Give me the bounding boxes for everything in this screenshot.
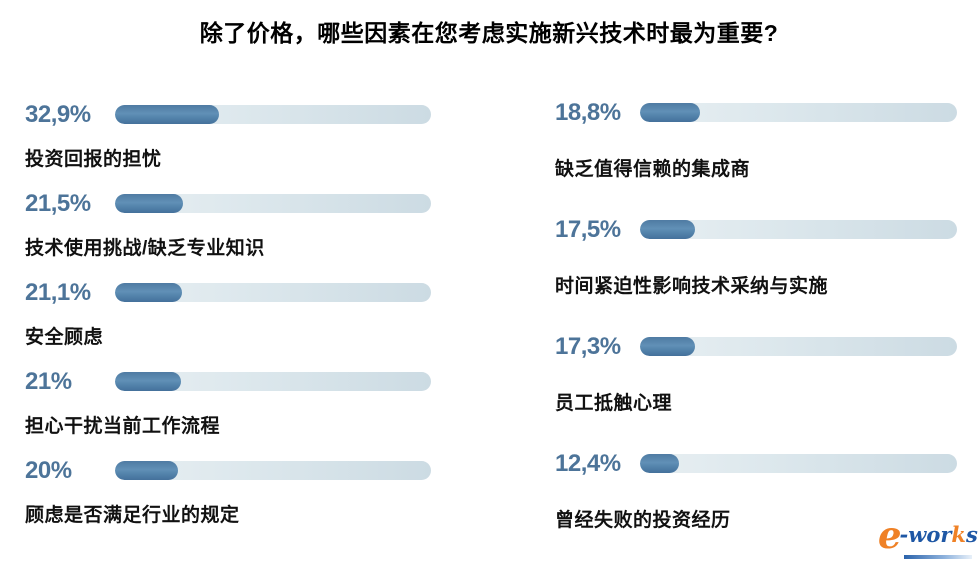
eworks-logo-s: s	[965, 522, 978, 547]
chart-column-left: 32,9% 投资回报的担忧 21,5% 技术使用挑战/缺乏专业知识 21,1%	[25, 101, 431, 546]
bar-value-label: 20%	[25, 456, 72, 484]
bar-fill	[115, 105, 219, 124]
bar-track	[640, 220, 957, 239]
bar-track	[115, 372, 431, 391]
bar-row: 12,4% 曾经失败的投资经历	[555, 450, 957, 561]
bar-category-label: 缺乏值得信赖的集成商	[555, 159, 751, 180]
bar-row: 21,1% 安全顾虑	[25, 279, 431, 368]
bar-category-label: 投资回报的担忧	[25, 149, 162, 170]
bar-fill	[640, 103, 700, 122]
bar-value-label: 21,1%	[25, 278, 91, 306]
bar-fill	[115, 283, 182, 302]
chart-column-right: 18,8% 缺乏值得信赖的集成商 17,5% 时间紧迫性影响技术采纳与实施 17…	[555, 99, 957, 561]
bar-fill	[640, 337, 695, 356]
bar-category-label: 员工抵触心理	[555, 393, 673, 414]
bar-category-label: 技术使用挑战/缺乏专业知识	[25, 238, 265, 259]
bar-value-label: 18,8%	[555, 98, 621, 126]
bar-category-label: 曾经失败的投资经历	[555, 510, 731, 531]
bar-row: 18,8% 缺乏值得信赖的集成商	[555, 99, 957, 216]
bar-fill	[115, 461, 179, 480]
bar-fill	[115, 372, 182, 391]
bar-track	[115, 105, 431, 124]
bar-category-label: 时间紧迫性影响技术采纳与实施	[555, 276, 829, 297]
eworks-logo-text: e-works	[878, 517, 978, 554]
bar-category-label: 顾虑是否满足行业的规定	[25, 505, 240, 526]
bar-value-label: 32,9%	[25, 100, 91, 128]
bar-track	[640, 103, 957, 122]
bar-row: 21,5% 技术使用挑战/缺乏专业知识	[25, 190, 431, 279]
bar-row: 20% 顾虑是否满足行业的规定	[25, 457, 431, 546]
bar-track	[115, 194, 431, 213]
bar-value-label: 21%	[25, 367, 72, 395]
eworks-logo-k: k	[951, 522, 966, 547]
bar-row: 32,9% 投资回报的担忧	[25, 101, 431, 190]
bar-category-label: 安全顾虑	[25, 327, 104, 348]
bar-value-label: 17,5%	[555, 215, 621, 243]
eworks-logo-underline	[904, 555, 972, 559]
bar-value-label: 17,3%	[555, 332, 621, 360]
bar-row: 17,5% 时间紧迫性影响技术采纳与实施	[555, 216, 957, 333]
bar-row: 21% 担心干扰当前工作流程	[25, 368, 431, 457]
bar-track	[640, 337, 957, 356]
bar-value-label: 12,4%	[555, 449, 621, 477]
bar-category-label: 担心干扰当前工作流程	[25, 416, 221, 437]
eworks-logo: e-works	[878, 517, 978, 559]
bar-fill	[640, 220, 696, 239]
eworks-logo-wor: -wor	[899, 522, 952, 547]
bar-fill	[640, 454, 680, 473]
chart-title: 除了价格，哪些因素在您考虑实施新兴技术时最为重要?	[199, 20, 779, 46]
bar-track	[640, 454, 957, 473]
bar-fill	[115, 194, 183, 213]
bar-row: 17,3% 员工抵触心理	[555, 333, 957, 450]
bar-track	[115, 461, 431, 480]
bar-value-label: 21,5%	[25, 189, 91, 217]
eworks-logo-e: e	[878, 513, 902, 557]
bar-track	[115, 283, 431, 302]
